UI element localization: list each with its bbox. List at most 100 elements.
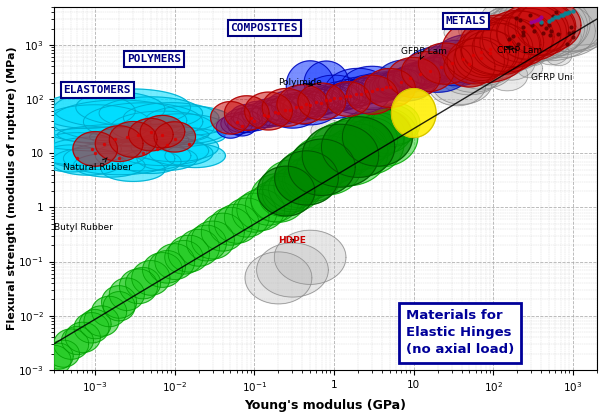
Polygon shape bbox=[225, 198, 269, 237]
Polygon shape bbox=[502, 28, 519, 41]
Point bbox=[525, 12, 535, 18]
Polygon shape bbox=[529, 0, 604, 52]
Polygon shape bbox=[378, 72, 414, 96]
Polygon shape bbox=[216, 116, 245, 138]
Polygon shape bbox=[534, 39, 568, 65]
Polygon shape bbox=[505, 43, 538, 67]
Polygon shape bbox=[472, 39, 511, 65]
Point bbox=[274, 110, 283, 116]
Polygon shape bbox=[504, 36, 536, 59]
Polygon shape bbox=[356, 113, 405, 156]
Polygon shape bbox=[511, 22, 535, 40]
Polygon shape bbox=[126, 267, 161, 299]
Polygon shape bbox=[426, 54, 465, 81]
Polygon shape bbox=[79, 310, 111, 339]
Point bbox=[536, 21, 546, 28]
Point bbox=[520, 28, 530, 34]
Point bbox=[122, 134, 132, 140]
Point bbox=[551, 9, 561, 16]
Polygon shape bbox=[307, 87, 345, 113]
Point bbox=[352, 90, 361, 97]
Polygon shape bbox=[231, 104, 263, 126]
Point bbox=[515, 17, 525, 23]
Polygon shape bbox=[318, 134, 368, 178]
Polygon shape bbox=[155, 244, 194, 279]
Polygon shape bbox=[538, 21, 565, 42]
Polygon shape bbox=[36, 345, 71, 375]
Polygon shape bbox=[154, 122, 196, 152]
Polygon shape bbox=[252, 101, 289, 126]
Polygon shape bbox=[283, 93, 321, 119]
Polygon shape bbox=[481, 33, 512, 56]
Point bbox=[568, 28, 577, 35]
Polygon shape bbox=[262, 173, 310, 214]
Polygon shape bbox=[367, 73, 405, 100]
Polygon shape bbox=[62, 326, 94, 354]
Point bbox=[367, 88, 377, 95]
Polygon shape bbox=[444, 46, 495, 87]
Polygon shape bbox=[291, 135, 362, 195]
Polygon shape bbox=[461, 23, 525, 75]
Point bbox=[232, 119, 242, 125]
Text: METALS: METALS bbox=[446, 16, 486, 26]
Point bbox=[485, 49, 495, 56]
Polygon shape bbox=[485, 35, 525, 62]
Polygon shape bbox=[335, 124, 388, 170]
Polygon shape bbox=[458, 26, 529, 75]
Polygon shape bbox=[504, 10, 524, 25]
Polygon shape bbox=[358, 75, 397, 101]
Polygon shape bbox=[225, 96, 269, 130]
Text: COMPOSITES: COMPOSITES bbox=[231, 23, 298, 33]
Point bbox=[505, 37, 515, 44]
Polygon shape bbox=[426, 54, 463, 80]
Polygon shape bbox=[95, 140, 191, 171]
Point bbox=[544, 17, 554, 24]
Polygon shape bbox=[283, 159, 330, 201]
Polygon shape bbox=[467, 18, 547, 72]
Polygon shape bbox=[101, 158, 165, 181]
Polygon shape bbox=[140, 115, 185, 148]
Polygon shape bbox=[518, 59, 542, 78]
Point bbox=[495, 44, 504, 51]
Polygon shape bbox=[231, 111, 263, 133]
Point bbox=[509, 33, 518, 39]
Polygon shape bbox=[306, 90, 342, 114]
Polygon shape bbox=[178, 229, 219, 266]
Polygon shape bbox=[512, 38, 538, 57]
Polygon shape bbox=[441, 47, 504, 92]
Polygon shape bbox=[63, 142, 175, 175]
Polygon shape bbox=[388, 69, 425, 94]
Polygon shape bbox=[123, 103, 219, 133]
Polygon shape bbox=[488, 45, 535, 80]
Polygon shape bbox=[228, 114, 257, 136]
Polygon shape bbox=[280, 84, 341, 125]
Point bbox=[468, 52, 478, 59]
Polygon shape bbox=[470, 10, 550, 67]
Point bbox=[464, 60, 474, 67]
Point bbox=[270, 109, 280, 116]
Point bbox=[545, 31, 554, 38]
Polygon shape bbox=[232, 193, 277, 232]
Polygon shape bbox=[481, 28, 498, 41]
Point bbox=[162, 142, 172, 149]
Polygon shape bbox=[352, 75, 393, 103]
Polygon shape bbox=[39, 145, 103, 172]
Polygon shape bbox=[117, 136, 208, 166]
Polygon shape bbox=[284, 156, 336, 199]
Point bbox=[114, 155, 124, 162]
Polygon shape bbox=[544, 22, 581, 50]
Point bbox=[485, 46, 495, 52]
Polygon shape bbox=[402, 52, 454, 92]
Polygon shape bbox=[74, 313, 109, 343]
Polygon shape bbox=[54, 91, 165, 127]
Polygon shape bbox=[372, 103, 420, 144]
Point bbox=[548, 13, 557, 19]
Point bbox=[528, 22, 538, 28]
Polygon shape bbox=[339, 80, 378, 106]
Polygon shape bbox=[483, 10, 553, 67]
Point bbox=[373, 85, 382, 92]
Polygon shape bbox=[361, 110, 412, 153]
Polygon shape bbox=[298, 83, 345, 120]
Point bbox=[564, 29, 574, 36]
Polygon shape bbox=[464, 42, 500, 67]
